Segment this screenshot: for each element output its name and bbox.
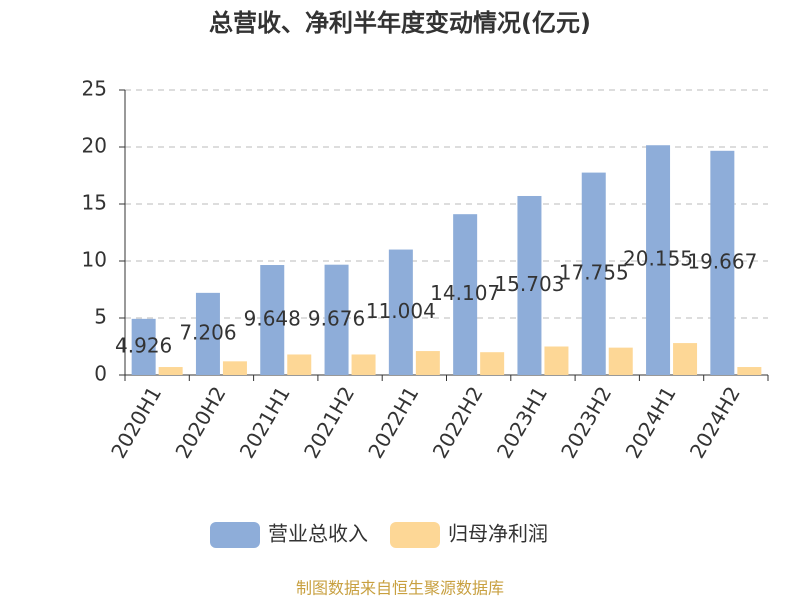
chart-title: 总营收、净利半年度变动情况(亿元)	[209, 9, 591, 37]
bar	[195, 292, 220, 375]
bar	[517, 195, 542, 375]
bar	[415, 351, 440, 375]
data-label: 11.004	[366, 299, 436, 323]
x-tick-label: 2023H1	[492, 382, 552, 462]
bar	[158, 367, 183, 375]
data-label: 20.155	[623, 247, 693, 271]
bar	[260, 265, 285, 375]
y-tick-label: 0	[94, 362, 107, 386]
data-label: 4.926	[115, 333, 172, 357]
y-tick-label: 25	[82, 77, 107, 101]
y-tick-label: 5	[94, 305, 107, 329]
bar	[222, 361, 247, 375]
legend-label: 归母净利润	[448, 522, 548, 546]
legend-label: 营业总收入	[268, 522, 368, 546]
x-tick-label: 2022H2	[428, 382, 488, 462]
data-label: 15.703	[494, 272, 564, 296]
data-label: 7.206	[179, 320, 236, 344]
bar	[673, 343, 698, 375]
bar	[646, 145, 671, 375]
bar	[131, 318, 156, 375]
x-tick-label: 2020H1	[106, 382, 166, 462]
source-note: 制图数据来自恒生聚源数据库	[296, 579, 504, 598]
y-tick-label: 15	[82, 191, 107, 215]
data-label: 17.755	[559, 260, 629, 284]
data-label: 9.676	[308, 306, 365, 330]
bar	[480, 352, 505, 375]
legend-swatch	[390, 522, 440, 548]
bar	[710, 150, 735, 375]
x-tick-label: 2021H2	[299, 382, 359, 462]
data-label: 14.107	[430, 281, 500, 305]
bar	[737, 367, 762, 375]
x-tick-label: 2021H1	[235, 382, 295, 462]
bar	[324, 264, 349, 375]
x-tick-label: 2020H2	[170, 382, 230, 462]
bar	[453, 214, 478, 375]
bar	[581, 172, 606, 375]
x-tick-label: 2023H2	[556, 382, 616, 462]
data-label: 9.648	[244, 307, 301, 331]
x-tick-label: 2024H2	[685, 382, 745, 462]
x-tick-label: 2024H1	[621, 382, 681, 462]
data-label: 19.667	[687, 249, 757, 273]
bar	[351, 354, 376, 375]
bar	[388, 249, 413, 375]
y-tick-label: 20	[82, 134, 107, 158]
x-tick-label: 2022H1	[363, 382, 423, 462]
y-tick-label: 10	[82, 248, 107, 272]
bar	[287, 354, 312, 375]
legend-swatch	[210, 522, 260, 548]
bar	[608, 347, 633, 375]
bar	[544, 346, 569, 375]
